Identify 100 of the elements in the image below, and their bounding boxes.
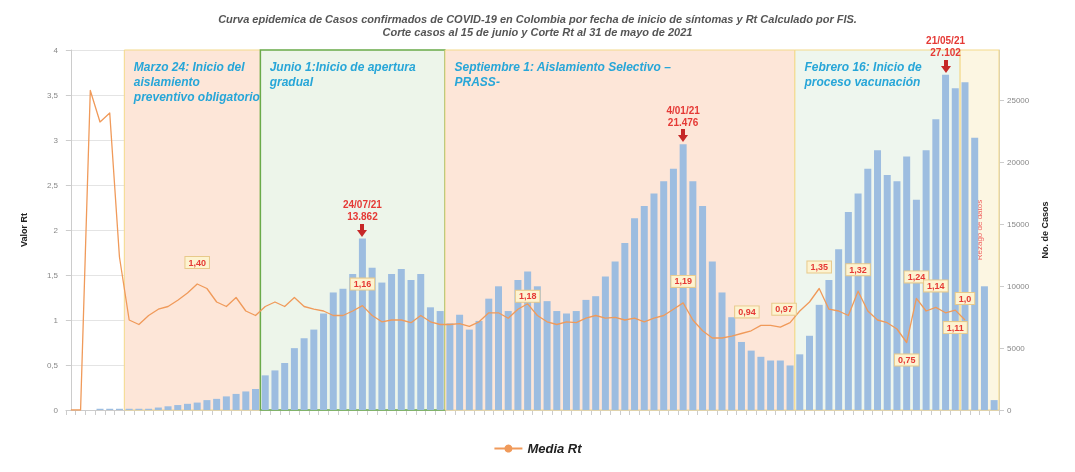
- bar: [592, 296, 600, 410]
- bar: [174, 405, 182, 410]
- bar: [708, 261, 716, 410]
- bar: [980, 286, 988, 410]
- data-label: 21/05/21 27.102: [926, 35, 966, 59]
- bar: [699, 205, 707, 410]
- y2-tick-label: 10000: [1007, 281, 1030, 291]
- data-label: 1,16: [353, 279, 372, 290]
- data-label: 1,14: [927, 280, 945, 291]
- bar: [660, 181, 668, 410]
- chart-title: Curva epidemica de Casos confirmados de COVID-19 en Colombia por fecha de inicio de síntomas y Rt Calculado por FIS.: [218, 12, 857, 25]
- y-axis-title: Valor Rt: [18, 212, 29, 248]
- bar: [213, 398, 221, 410]
- bar: [475, 320, 483, 410]
- y2-axis-title: No. de Casos: [1039, 201, 1050, 259]
- y-tick-label: 4: [53, 45, 59, 55]
- chart-subtitle: Corte casos al 15 de junio y Corte Rt al 31 de mayo de 2021: [382, 25, 693, 38]
- bar: [601, 276, 609, 410]
- bar: [465, 329, 473, 410]
- bar: [397, 268, 405, 410]
- data-label: 1,35: [810, 262, 828, 272]
- y2-tick-label: 20000: [1007, 158, 1030, 168]
- bar: [747, 350, 755, 410]
- y-tick-label: 3,5: [46, 90, 59, 100]
- bar: [446, 323, 454, 410]
- bar: [436, 311, 444, 410]
- bar: [728, 317, 736, 410]
- bar: [563, 313, 571, 410]
- data-label: 4/01/21 21.476: [666, 104, 701, 128]
- bar: [805, 335, 813, 410]
- data-label: 24/07/21 13.862: [342, 199, 383, 223]
- data-label: 1,19: [674, 276, 692, 287]
- data-label: 1,0: [958, 293, 972, 304]
- y-tick-label: 1,5: [46, 270, 59, 280]
- bar: [504, 311, 512, 410]
- bar: [232, 393, 240, 410]
- y-tick-label: 0,5: [46, 360, 59, 370]
- bar: [339, 288, 347, 410]
- bar: [825, 280, 833, 410]
- bar: [631, 218, 639, 410]
- data-label: 1,18: [518, 291, 537, 302]
- y-tick-label: 2: [53, 225, 59, 235]
- bar: [281, 362, 289, 410]
- bar: [485, 298, 493, 410]
- bar: [300, 338, 308, 410]
- annotation: Marzo 24: Inicio del aislamiento preventivo obligatorio: [132, 60, 260, 104]
- bar: [290, 348, 298, 410]
- bar: [737, 341, 745, 410]
- data-label: 0,75: [897, 355, 916, 365]
- y-tick-label: 1: [53, 315, 59, 325]
- bar: [786, 365, 794, 410]
- bar: [222, 396, 230, 410]
- bar: [407, 280, 415, 410]
- annotation: Junio 1:Inicio de apertura gradual: [268, 59, 419, 89]
- bar: [611, 261, 619, 410]
- bar: [252, 388, 260, 410]
- y-tick-label: 3: [53, 135, 59, 145]
- y-tick-label: 0: [53, 405, 59, 415]
- bar: [388, 273, 396, 410]
- bar: [815, 304, 823, 410]
- y2-tick-label: 0: [1007, 405, 1012, 415]
- bar: [835, 249, 843, 410]
- bar: [183, 403, 191, 410]
- bar: [329, 292, 337, 410]
- bar: [757, 356, 765, 410]
- bar: [320, 313, 328, 410]
- bar: [426, 307, 434, 410]
- bar: [621, 242, 629, 410]
- bar: [572, 311, 580, 410]
- bar: [494, 286, 502, 410]
- y-tick-label: 2,5: [46, 180, 59, 190]
- bar: [164, 406, 172, 410]
- data-label: 0,94: [738, 306, 756, 317]
- bar: [203, 400, 211, 410]
- annotation: Septiembre 1: Aislamiento Selectivo – PRASS-: [454, 60, 675, 89]
- bar: [582, 299, 590, 410]
- annotation: Febrero 16: Inicio de proceso vacunación: [803, 60, 926, 89]
- bar: [640, 205, 648, 410]
- bar: [776, 360, 784, 410]
- y2-tick-label: 15000: [1007, 219, 1030, 229]
- data-label: 1,24: [907, 271, 926, 282]
- bar: [456, 314, 464, 410]
- bar: [650, 193, 658, 410]
- bar: [796, 354, 804, 410]
- bar: [242, 391, 250, 410]
- bar: [553, 311, 561, 410]
- bar: [417, 273, 425, 410]
- y2-tick-label: 5000: [1007, 343, 1026, 353]
- data-label: 0,97: [775, 304, 793, 315]
- data-label: 1,11: [946, 322, 964, 333]
- bar: [310, 329, 318, 410]
- bar: [883, 174, 891, 410]
- bar: [193, 402, 201, 410]
- data-label: 1,32: [849, 264, 867, 275]
- bar: [271, 370, 279, 410]
- legend-label: Media Rt: [527, 441, 583, 456]
- bar: [718, 292, 726, 410]
- bar: [767, 360, 775, 410]
- bar: [543, 301, 551, 410]
- data-label: 1,40: [188, 257, 206, 268]
